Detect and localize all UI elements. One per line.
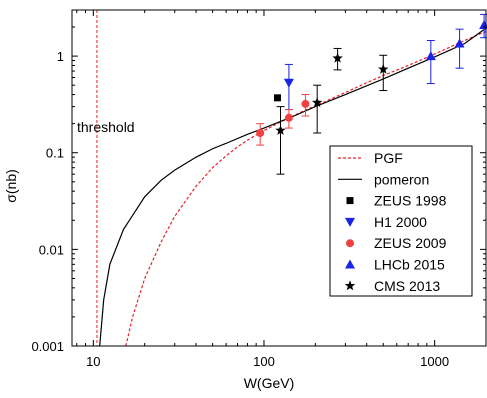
- marker: [311, 97, 323, 108]
- marker: [332, 52, 343, 63]
- data-point-zeus-1998: [273, 94, 281, 102]
- data-points: [256, 13, 487, 175]
- legend-label: pomeron: [374, 171, 429, 187]
- y-tick-label: 1: [57, 49, 64, 64]
- legend-marker-lhcb-2015: [345, 259, 355, 269]
- data-point-cms-2013: [275, 106, 286, 175]
- marker: [454, 38, 465, 48]
- legend: PGF pomeron ZEUS 1998 H1 2000 ZEUS 2009 LHCb …: [329, 145, 473, 297]
- curve-pomeron: [99, 27, 486, 346]
- threshold-label: threshold: [77, 119, 135, 135]
- data-point-lhcb-2015: [425, 40, 436, 85]
- marker: [284, 113, 293, 122]
- x-ticks: [76, 10, 487, 346]
- legend-label: ZEUS 1998: [374, 193, 447, 209]
- marker: [273, 94, 281, 102]
- y-tick-label: 0.001: [31, 339, 64, 354]
- x-tick-label: 1000: [420, 354, 449, 369]
- x-tick-label: 10: [86, 354, 100, 369]
- axes: 10 100 1000 0.001 0.01 0.1 1 W(GeV) σ(nb): [3, 9, 487, 391]
- marker: [283, 78, 294, 88]
- data-point-zeus-2009: [256, 123, 265, 146]
- legend-marker-h1-2000: [345, 217, 355, 227]
- legend-box: [329, 145, 473, 297]
- curve-pgf: [125, 30, 486, 346]
- legend-marker-zeus-1998: [346, 197, 354, 205]
- marker: [275, 124, 286, 135]
- y-ticks: [72, 9, 486, 347]
- legend-label: CMS 2013: [374, 278, 440, 294]
- legend-label: LHCb 2015: [374, 257, 445, 273]
- data-point-cms-2013: [332, 47, 343, 71]
- marker: [425, 51, 436, 61]
- y-axis-label: σ(nb): [3, 169, 19, 203]
- legend-marker-zeus-2009: [346, 239, 354, 248]
- legend-label: PGF: [374, 150, 403, 166]
- legend-label: ZEUS 2009: [374, 235, 447, 251]
- data-point-zeus-2009: [284, 109, 293, 129]
- marker: [378, 63, 389, 74]
- curves: [99, 27, 486, 346]
- x-axis-label: W(GeV): [244, 375, 295, 391]
- data-point-lhcb-2015: [454, 28, 465, 69]
- data-point-zeus-2009: [301, 94, 310, 117]
- marker: [256, 129, 265, 138]
- data-point-cms-2013: [378, 54, 389, 92]
- x-tick-label: 100: [253, 354, 275, 369]
- marker: [301, 99, 310, 108]
- data-point-h1-2000: [283, 63, 294, 111]
- y-tick-label: 0.1: [46, 146, 64, 161]
- data-point-cms-2013: [311, 84, 323, 134]
- legend-label: H1 2000: [374, 214, 427, 230]
- y-tick-label: 0.01: [39, 242, 64, 257]
- threshold-marker: threshold: [77, 10, 135, 346]
- legend-marker-cms-2013: [344, 280, 356, 291]
- plot-frame: [71, 9, 487, 347]
